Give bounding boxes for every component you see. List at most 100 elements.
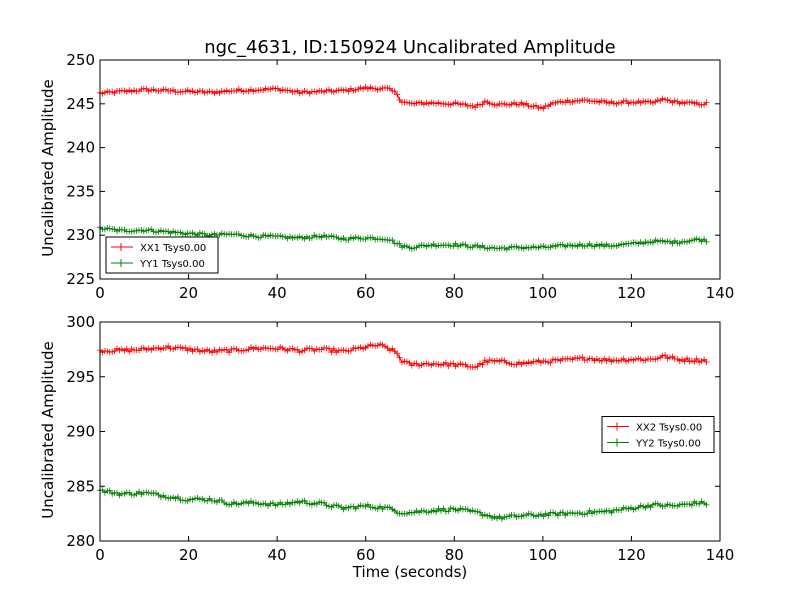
x-tick-label: 0	[95, 546, 105, 564]
data-point-marker	[226, 349, 233, 356]
data-point-marker	[311, 88, 318, 95]
data-point-marker	[345, 504, 352, 511]
legend-marker	[614, 422, 620, 431]
x-tick-label: 120	[617, 284, 646, 302]
data-point-marker	[535, 244, 542, 251]
data-point-marker	[209, 349, 215, 356]
y-tick-label: 225	[66, 270, 95, 288]
data-point-marker	[428, 508, 435, 515]
y-tick-label: 290	[66, 423, 95, 441]
legend: XX2 Tsys0.00 YY2 Tsys0.00	[601, 416, 715, 453]
data-point-marker	[369, 504, 376, 511]
x-tick-label: 20	[179, 284, 198, 302]
data-point-marker	[262, 232, 269, 239]
data-point-marker	[194, 495, 201, 501]
data-point-marker	[662, 352, 669, 359]
data-point-marker	[630, 99, 637, 106]
legend-marker	[614, 438, 620, 447]
data-point-marker	[128, 345, 135, 352]
data-point-marker	[576, 509, 583, 516]
data-point-marker	[313, 346, 320, 352]
data-point-marker	[240, 347, 247, 354]
data-point-marker	[350, 235, 357, 242]
data-point-marker	[459, 241, 466, 248]
data-point-marker	[455, 243, 461, 250]
data-point-marker	[194, 346, 201, 353]
series-xx2	[97, 340, 710, 371]
data-point-marker	[223, 87, 230, 94]
y-tick-label: 285	[66, 477, 95, 495]
data-point-marker	[501, 100, 508, 107]
data-point-marker	[277, 87, 284, 94]
subplot-1-y-axis-label: Uncalibrated Amplitude	[39, 79, 57, 256]
y-tick-label: 295	[66, 368, 95, 386]
data-point-marker	[379, 341, 386, 348]
data-point-marker	[174, 493, 181, 500]
data-point-marker	[547, 359, 554, 366]
data-point-marker	[484, 513, 491, 520]
data-point-marker	[352, 234, 359, 241]
data-point-marker	[289, 499, 296, 506]
data-point-marker	[686, 501, 693, 508]
data-point-marker	[167, 88, 174, 94]
data-point-marker	[618, 357, 625, 364]
data-point-marker	[630, 506, 637, 513]
data-point-marker	[664, 501, 671, 508]
data-point-marker	[425, 361, 432, 368]
y-tick-label: 230	[66, 226, 95, 244]
data-point-marker	[698, 358, 705, 364]
data-point-marker	[664, 355, 671, 362]
data-point-marker	[333, 234, 340, 240]
data-point-marker	[187, 230, 194, 237]
data-point-marker	[703, 238, 710, 245]
data-point-marker	[216, 231, 223, 238]
data-point-marker	[425, 242, 432, 249]
data-point-marker	[106, 225, 113, 232]
data-point-marker	[637, 356, 644, 363]
data-point-marker	[352, 87, 359, 93]
data-point-marker	[235, 86, 242, 93]
x-tick-label: 80	[445, 284, 464, 302]
data-point-marker	[145, 226, 152, 233]
y-tick-label: 245	[66, 95, 95, 113]
x-tick-label: 60	[356, 546, 375, 564]
x-axis-label: Time (seconds)	[352, 563, 468, 581]
x-tick-label: 100	[529, 546, 558, 564]
data-point-marker	[686, 99, 693, 106]
data-point-marker	[296, 499, 303, 506]
series-line	[99, 343, 707, 368]
data-point-marker	[389, 237, 396, 243]
data-point-marker	[201, 89, 208, 96]
data-point-marker	[484, 359, 491, 366]
data-point-marker	[145, 345, 152, 352]
data-point-marker	[223, 346, 230, 353]
data-point-marker	[477, 509, 483, 516]
data-point-marker	[576, 354, 583, 361]
data-point-marker	[484, 245, 491, 252]
data-point-marker	[501, 514, 508, 521]
data-point-marker	[330, 89, 337, 95]
series-yy1	[97, 224, 710, 253]
x-tick-label: 80	[445, 546, 464, 564]
data-point-marker	[389, 345, 396, 352]
data-point-marker	[391, 88, 398, 95]
data-point-marker	[503, 513, 510, 520]
data-point-marker	[187, 88, 194, 95]
data-point-marker	[489, 515, 496, 521]
data-point-marker	[596, 357, 603, 364]
data-point-marker	[257, 501, 264, 508]
data-point-marker	[479, 101, 486, 108]
data-point-marker	[528, 103, 535, 110]
data-point-marker	[140, 228, 147, 235]
data-point-marker	[240, 232, 247, 239]
data-point-marker	[235, 231, 242, 238]
data-point-marker	[535, 105, 542, 112]
data-point-marker	[213, 349, 220, 356]
data-point-marker	[106, 487, 113, 494]
chart-title: ngc_4631, ID:150924 Uncalibrated Amplitu…	[204, 37, 616, 58]
data-point-marker	[474, 508, 481, 515]
data-point-marker	[248, 231, 254, 238]
data-point-marker	[145, 88, 152, 95]
data-point-marker	[703, 99, 710, 106]
